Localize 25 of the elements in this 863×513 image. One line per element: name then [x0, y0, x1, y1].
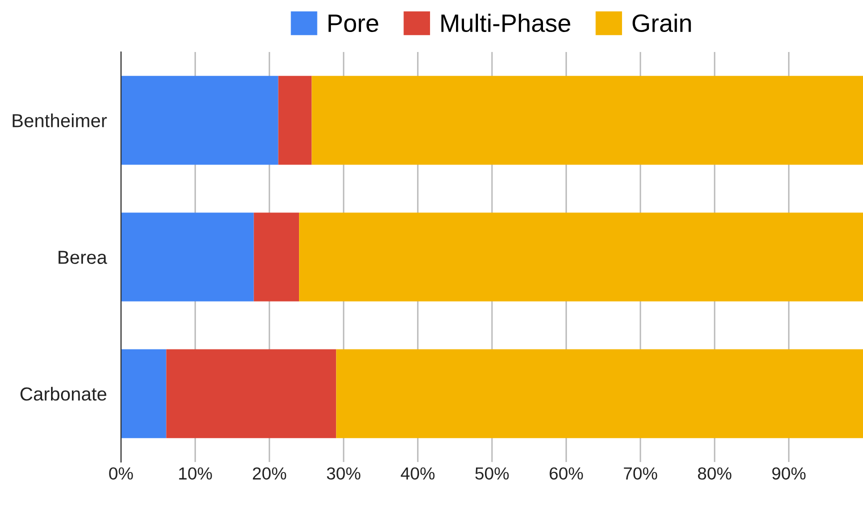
x-tick-label: 70%: [624, 467, 658, 480]
bar: [121, 76, 278, 165]
legend-label: Pore: [328, 14, 378, 32]
y-tick-label: Berea: [58, 250, 108, 264]
bar: [299, 212, 863, 302]
x-tick-label: 20%: [252, 467, 286, 480]
bar: [312, 76, 863, 165]
legend-label: Multi-Phase: [441, 14, 570, 32]
x-tick-label: 60%: [550, 467, 583, 480]
x-tick-label: 50%: [475, 467, 509, 480]
y-tick-label: Bentheimer: [12, 114, 107, 128]
x-tick-label: 40%: [400, 467, 435, 480]
bar: [166, 349, 336, 438]
bar: [278, 76, 312, 165]
x-tick-label: 30%: [326, 467, 360, 480]
bar: [121, 212, 254, 302]
x-tick-label: 0%: [109, 467, 133, 480]
x-tick-label: 90%: [772, 467, 806, 480]
bar: [121, 349, 166, 438]
bar: [254, 212, 300, 302]
legend-label: Grain: [632, 14, 691, 32]
bar: [336, 349, 863, 438]
y-tick-label: Carbonate: [20, 386, 106, 401]
x-tick-label: 80%: [698, 467, 732, 480]
x-tick-label: 10%: [179, 467, 212, 480]
